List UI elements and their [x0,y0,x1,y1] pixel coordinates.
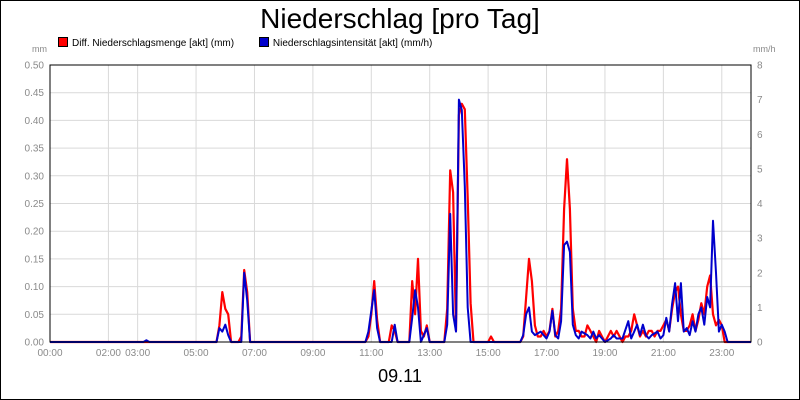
x-tick: 23:00 [709,348,734,359]
y-tick-right: 8 [757,61,763,72]
x-tick: 05:00 [184,348,209,359]
y-tick-left: 0.50 [25,61,45,72]
y-tick-left: 0.10 [25,282,45,293]
y-tick-right: 4 [757,199,763,210]
y-tick-left: 0.35 [25,144,45,155]
y-tick-left: 0.40 [25,116,45,127]
y-axis-left-unit: mm [32,44,47,54]
legend-item-intensitaet: Niederschlagsintensität [akt] (mm/h) [258,37,433,49]
y-tick-left: 0.05 [25,310,45,321]
legend-swatch-red [58,37,68,47]
y-tick-left: 0.30 [25,171,45,182]
x-tick: 03:00 [125,348,150,359]
grid-lines [49,64,751,343]
y-tick-left: 0.45 [25,88,45,99]
y-tick-right: 6 [757,130,763,141]
y-tick-right: 0 [757,338,763,349]
x-tick: 07:00 [242,348,267,359]
y-tick-left: 0.25 [25,199,45,210]
x-tick: 17:00 [534,348,559,359]
legend-swatch-blue [258,37,269,47]
y-tick-right: 7 [757,95,763,106]
series-line-intensitaet [50,98,751,343]
y-axis-left-ticks: 0.00 0.05 0.10 0.15 0.20 0.25 0.30 0.35 0.40 0.45… [25,61,45,349]
chart-title: Niederschlag [pro Tag] [260,3,540,34]
legend: Diff. Niederschlagsmenge [akt] (mm) Nied… [58,37,454,51]
y-tick-right: 2 [757,268,763,279]
y-axis-right-ticks: 0 1 2 3 4 5 6 7 8 [757,61,763,349]
date-label: 09.11 [378,366,422,386]
y-tick-right: 5 [757,164,763,175]
y-tick-left: 0.15 [25,254,45,265]
x-tick: 19:00 [592,348,617,359]
series-line-menge [50,102,751,344]
y-tick-right: 1 [757,303,763,314]
y-tick-right: 3 [757,234,763,245]
x-tick: 21:00 [651,348,676,359]
y-axis-right-unit: mm/h [753,44,776,54]
series-lines [50,98,751,344]
x-tick: 13:00 [417,348,442,359]
x-tick: 02:00 [96,348,121,359]
x-tick: 15:00 [476,348,501,359]
y-tick-left: 0.00 [25,338,45,349]
legend-label-intensitaet: Niederschlagsintensität [akt] (mm/h) [272,38,433,49]
x-tick: 00:00 [37,348,62,359]
x-tick: 09:00 [300,348,325,359]
legend-item-menge: Diff. Niederschlagsmenge [akt] (mm) [58,37,234,49]
plot-border [49,64,752,343]
legend-label-menge: Diff. Niederschlagsmenge [akt] (mm) [72,38,235,49]
x-axis-ticks: 00:00 02:00 03:00 05:00 07:00 09:00 11:00 13:00… [37,348,734,359]
y-tick-left: 0.20 [25,227,45,238]
x-tick: 11:00 [359,348,384,359]
